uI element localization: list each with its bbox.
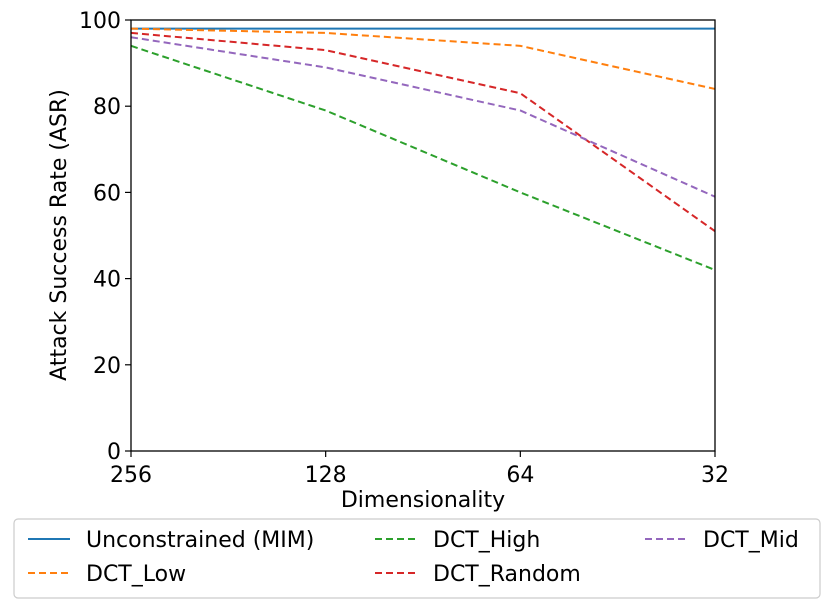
y-axis: 0 20 40 60 80 100 xyxy=(79,9,131,465)
series-line-dct-high xyxy=(130,44,716,271)
series-layer xyxy=(130,27,716,271)
y-axis-title: Attack Success Rate (ASR) xyxy=(47,89,72,381)
legend-entries: Unconstrained (MIM) DCT_Low DCT_High DCT_Ra… xyxy=(28,528,799,587)
x-tick-label: 32 xyxy=(701,463,729,488)
legend-label: Unconstrained (MIM) xyxy=(86,528,314,553)
y-tick-label: 20 xyxy=(93,354,121,379)
x-axis: 256 128 64 32 xyxy=(110,451,729,488)
legend: Unconstrained (MIM) DCT_Low DCT_High DCT_Ra… xyxy=(13,518,821,599)
y-tick-label: 40 xyxy=(93,268,121,293)
plot-area xyxy=(131,20,715,451)
plot-frame xyxy=(130,19,716,452)
y-tick-label: 0 xyxy=(107,440,121,465)
y-tick-label: 80 xyxy=(93,95,121,120)
series-line-dct-low xyxy=(130,27,716,90)
x-tick-label: 64 xyxy=(506,463,534,488)
y-tick-label: 60 xyxy=(93,181,121,206)
x-axis-title: Dimensionality xyxy=(341,488,505,513)
legend-frame xyxy=(13,518,821,599)
legend-label: DCT_Low xyxy=(86,562,186,587)
legend-label: DCT_Mid xyxy=(703,528,799,553)
y-tick-label: 100 xyxy=(79,9,121,34)
legend-label: DCT_Random xyxy=(433,562,581,587)
x-tick-label: 128 xyxy=(305,463,347,488)
x-tick-label: 256 xyxy=(110,463,152,488)
legend-label: DCT_High xyxy=(433,528,540,553)
